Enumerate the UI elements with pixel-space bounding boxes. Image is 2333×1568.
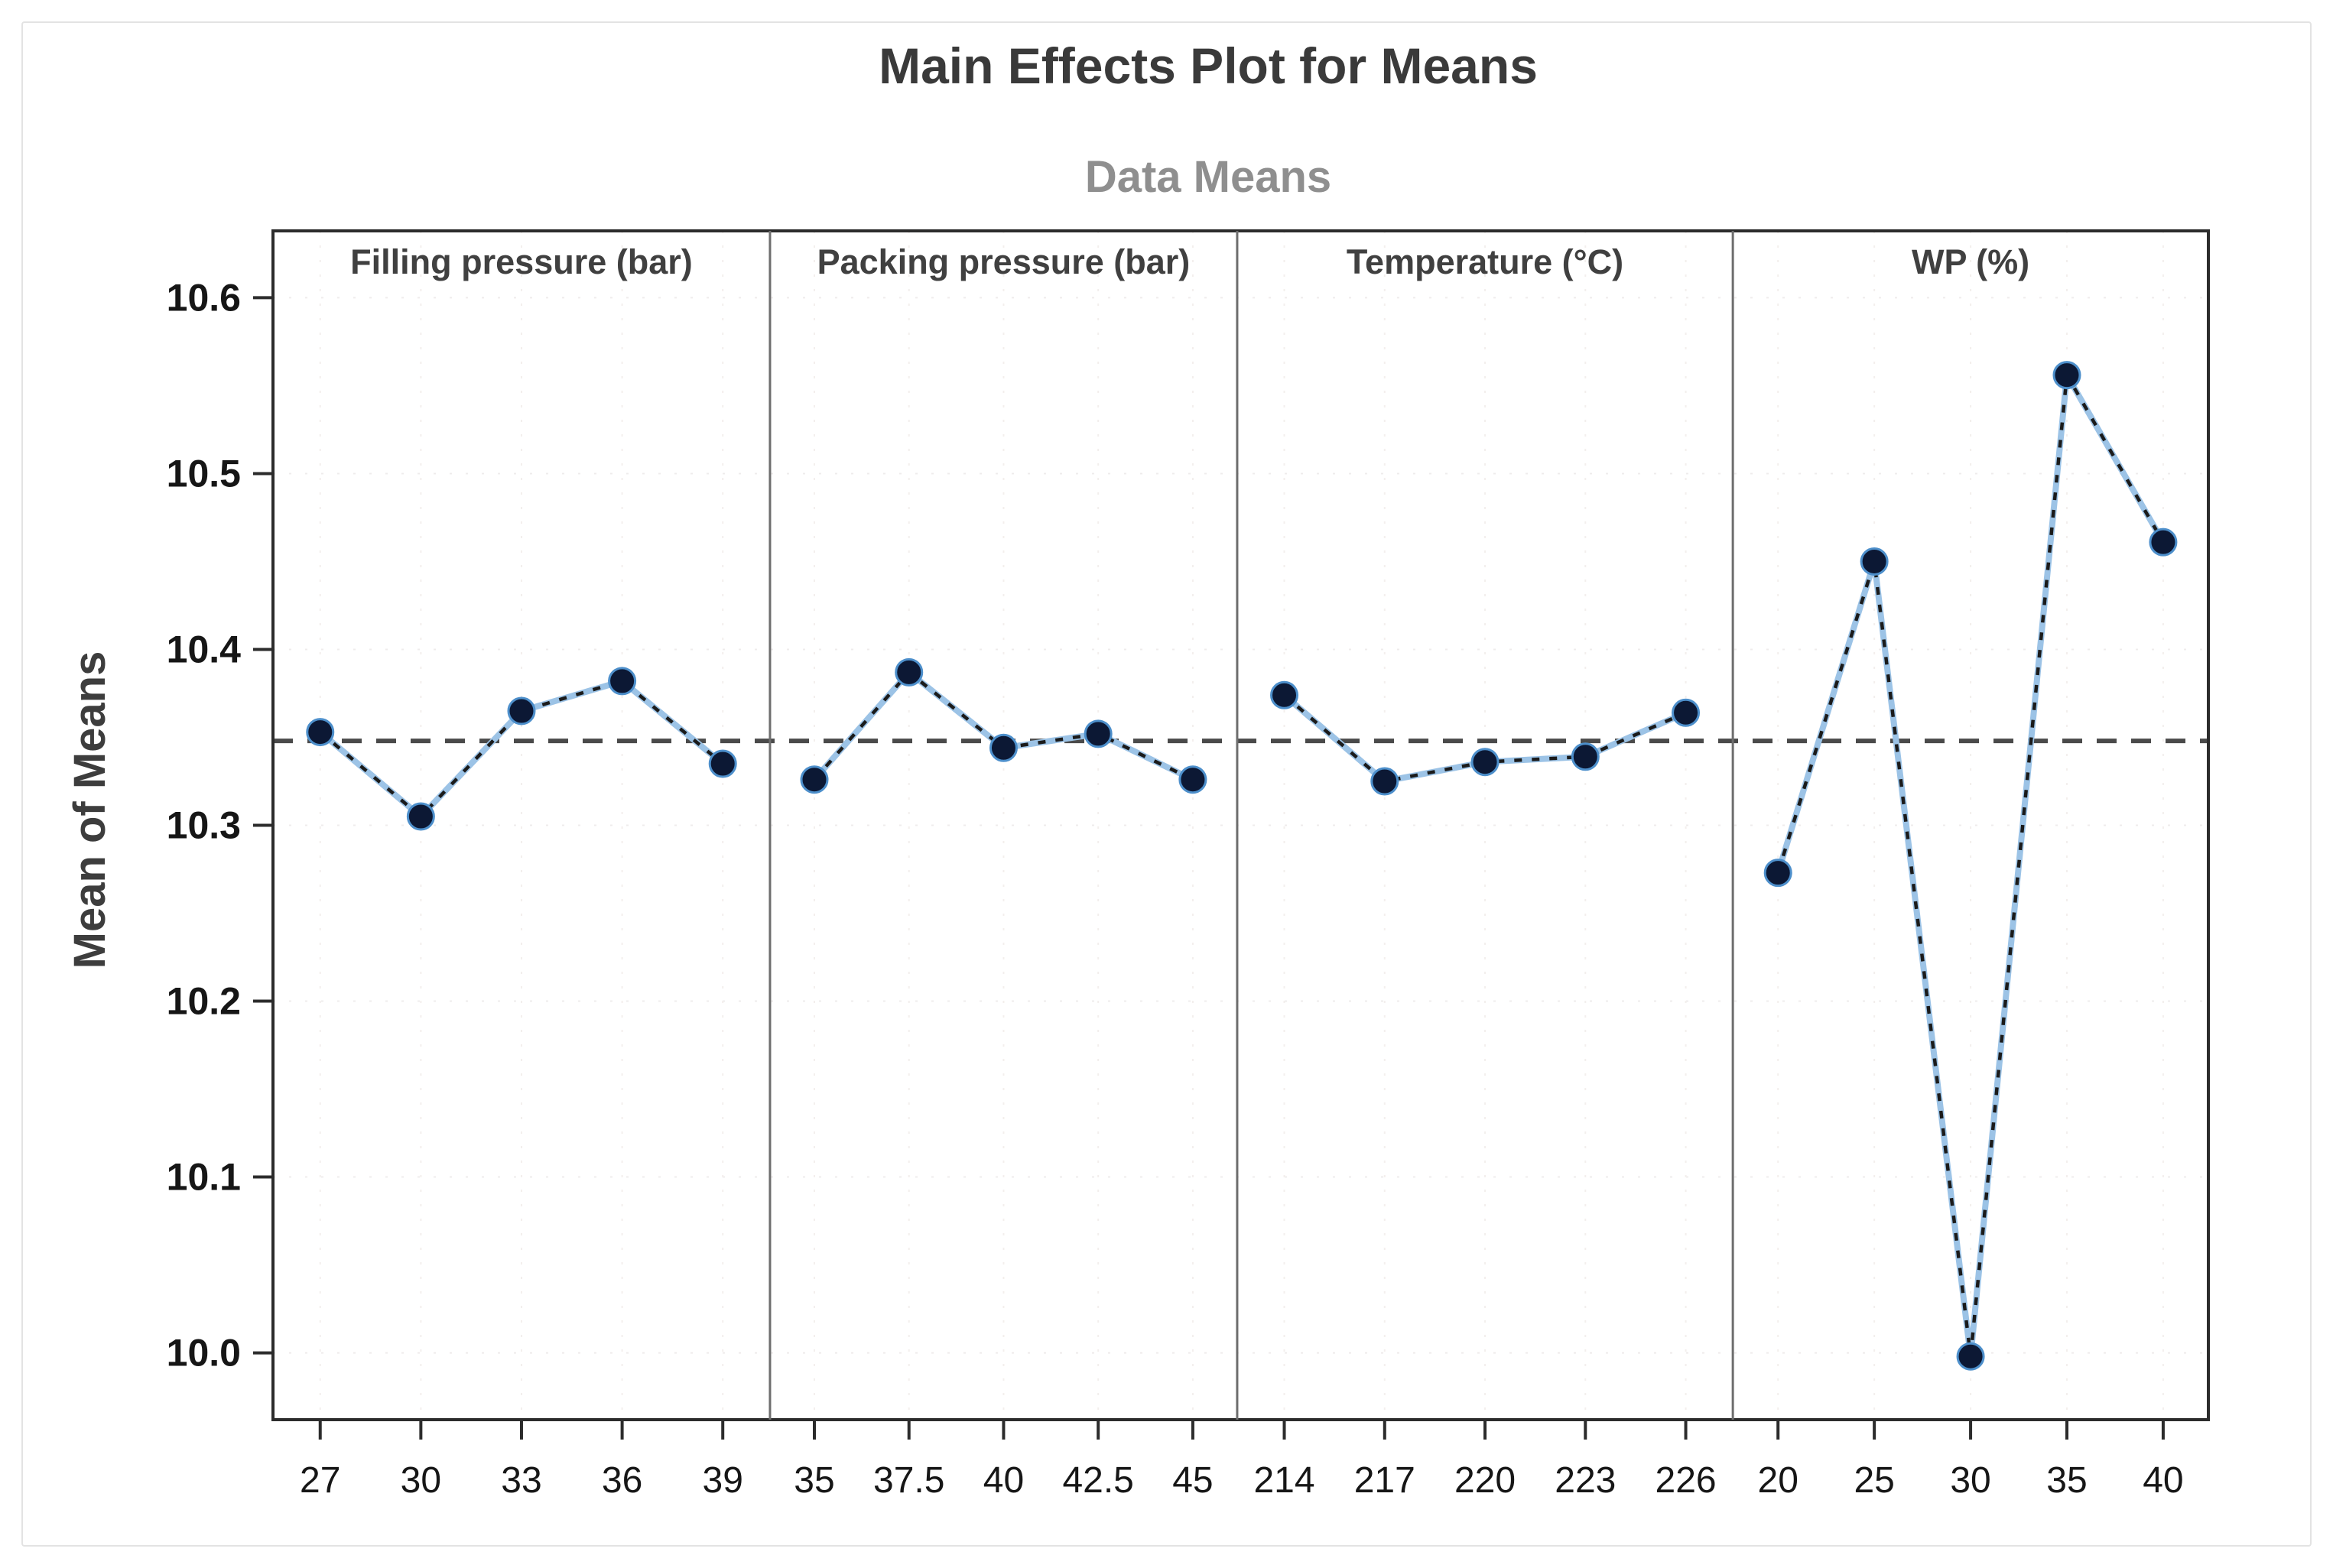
- chart-title: Main Effects Plot for Means: [879, 37, 1538, 94]
- x-tick-label: 37.5: [873, 1460, 944, 1501]
- series-line: [319, 679, 724, 819]
- data-point: [608, 667, 637, 696]
- y-tick-label: 10.5: [167, 452, 241, 495]
- x-tick-label: 226: [1656, 1460, 1717, 1501]
- x-tick-label: 223: [1555, 1460, 1616, 1501]
- x-tick-label: 42.5: [1062, 1460, 1133, 1501]
- x-tick-label: 35: [2046, 1460, 2087, 1501]
- y-tick-label: 10.3: [167, 804, 241, 847]
- data-point: [1270, 680, 1299, 709]
- chart-subtitle: Data Means: [1084, 152, 1332, 202]
- x-tick-label: 30: [1950, 1460, 1990, 1501]
- y-tick-label: 10.0: [167, 1332, 241, 1375]
- panel-header: Filling pressure (bar): [350, 242, 693, 281]
- panel-header: Packing pressure (bar): [817, 242, 1191, 281]
- panel-header: Temperature (°C): [1347, 242, 1623, 281]
- data-point: [1178, 765, 1207, 794]
- x-tick-label: 27: [300, 1460, 340, 1501]
- x-tick-label: 40: [2143, 1460, 2183, 1501]
- data-point: [895, 657, 924, 687]
- data-point: [406, 802, 435, 831]
- data-point: [507, 696, 536, 726]
- x-tick-label: 39: [703, 1460, 743, 1501]
- x-tick-label: 33: [501, 1460, 541, 1501]
- data-point: [708, 749, 737, 778]
- x-tick-label: 30: [401, 1460, 441, 1501]
- data-point: [1470, 748, 1500, 777]
- data-point: [989, 733, 1018, 762]
- data-point: [1763, 859, 1792, 888]
- data-point: [1956, 1342, 1985, 1371]
- data-point: [1860, 547, 1889, 576]
- data-point: [2149, 528, 2178, 557]
- data-point: [800, 765, 829, 794]
- x-tick-label: 25: [1854, 1460, 1894, 1501]
- data-point: [1571, 742, 1600, 771]
- data-point: [1672, 698, 1701, 727]
- x-tick-label: 214: [1253, 1460, 1314, 1501]
- data-point: [306, 718, 335, 747]
- y-tick-label: 10.6: [167, 276, 241, 319]
- y-tick-label: 10.4: [167, 628, 242, 670]
- x-tick-label: 35: [794, 1460, 834, 1501]
- y-tick-label: 10.1: [167, 1156, 241, 1199]
- y-axis-title: Mean of Means: [65, 651, 115, 969]
- panel-header: WP (%): [1912, 242, 2029, 281]
- data-point: [1084, 719, 1113, 748]
- y-tick-label: 10.2: [167, 980, 241, 1023]
- x-tick-label: 45: [1172, 1460, 1213, 1501]
- x-tick-label: 20: [1758, 1460, 1798, 1501]
- data-point: [1370, 767, 1399, 796]
- x-tick-label: 217: [1354, 1460, 1415, 1501]
- x-tick-label: 40: [983, 1460, 1024, 1501]
- x-tick-label: 36: [602, 1460, 642, 1501]
- x-tick-label: 220: [1454, 1460, 1516, 1501]
- data-point: [2052, 361, 2081, 390]
